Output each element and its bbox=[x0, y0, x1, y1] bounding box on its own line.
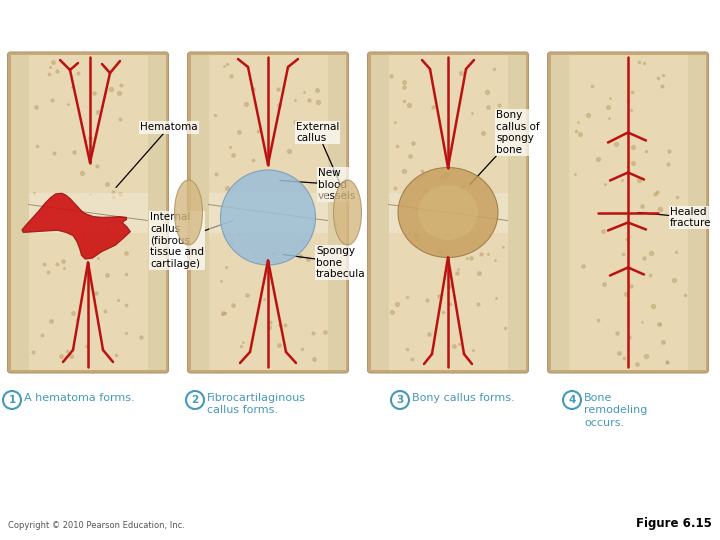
Text: Spongy
bone
trabecula: Spongy bone trabecula bbox=[283, 246, 366, 279]
Text: Fibrocartilaginous
callus forms.: Fibrocartilaginous callus forms. bbox=[207, 393, 306, 415]
FancyBboxPatch shape bbox=[7, 52, 168, 373]
Bar bbox=[209, 55, 328, 370]
Text: A hematoma forms.: A hematoma forms. bbox=[24, 393, 135, 403]
Bar bbox=[328, 55, 346, 370]
Text: 4: 4 bbox=[568, 395, 576, 405]
Text: Figure 6.15: Figure 6.15 bbox=[636, 517, 712, 530]
Text: Healed
fracture: Healed fracture bbox=[638, 207, 711, 228]
Bar bbox=[191, 55, 209, 370]
Text: Bony
callus of
spongy
bone: Bony callus of spongy bone bbox=[470, 110, 539, 185]
Text: 1: 1 bbox=[9, 395, 16, 405]
Bar bbox=[29, 192, 148, 233]
Ellipse shape bbox=[220, 170, 315, 265]
Bar bbox=[29, 55, 148, 370]
Text: Internal
callus
(fibrous
tissue and
cartilage): Internal callus (fibrous tissue and cart… bbox=[150, 212, 233, 269]
Ellipse shape bbox=[418, 185, 478, 240]
Ellipse shape bbox=[174, 180, 202, 245]
Bar bbox=[389, 55, 508, 370]
FancyBboxPatch shape bbox=[187, 52, 348, 373]
Text: 2: 2 bbox=[192, 395, 199, 405]
Bar bbox=[371, 55, 389, 370]
Bar bbox=[688, 55, 706, 370]
Ellipse shape bbox=[398, 167, 498, 258]
Bar bbox=[569, 55, 688, 370]
Ellipse shape bbox=[333, 180, 361, 245]
Text: External
callus: External callus bbox=[296, 122, 348, 200]
Polygon shape bbox=[22, 193, 130, 259]
Text: 3: 3 bbox=[397, 395, 404, 405]
FancyBboxPatch shape bbox=[547, 52, 708, 373]
Text: Hematoma: Hematoma bbox=[116, 123, 197, 187]
FancyBboxPatch shape bbox=[367, 52, 528, 373]
Bar bbox=[148, 55, 166, 370]
Bar bbox=[209, 192, 328, 233]
Text: New
blood
vessels: New blood vessels bbox=[280, 168, 356, 201]
Bar bbox=[508, 55, 526, 370]
Text: Copyright © 2010 Pearson Education, Inc.: Copyright © 2010 Pearson Education, Inc. bbox=[8, 521, 185, 530]
Text: Bony callus forms.: Bony callus forms. bbox=[412, 393, 515, 403]
Text: Bone
remodeling
occurs.: Bone remodeling occurs. bbox=[584, 393, 647, 428]
Bar bbox=[11, 55, 29, 370]
Bar bbox=[389, 192, 508, 233]
Bar bbox=[551, 55, 569, 370]
